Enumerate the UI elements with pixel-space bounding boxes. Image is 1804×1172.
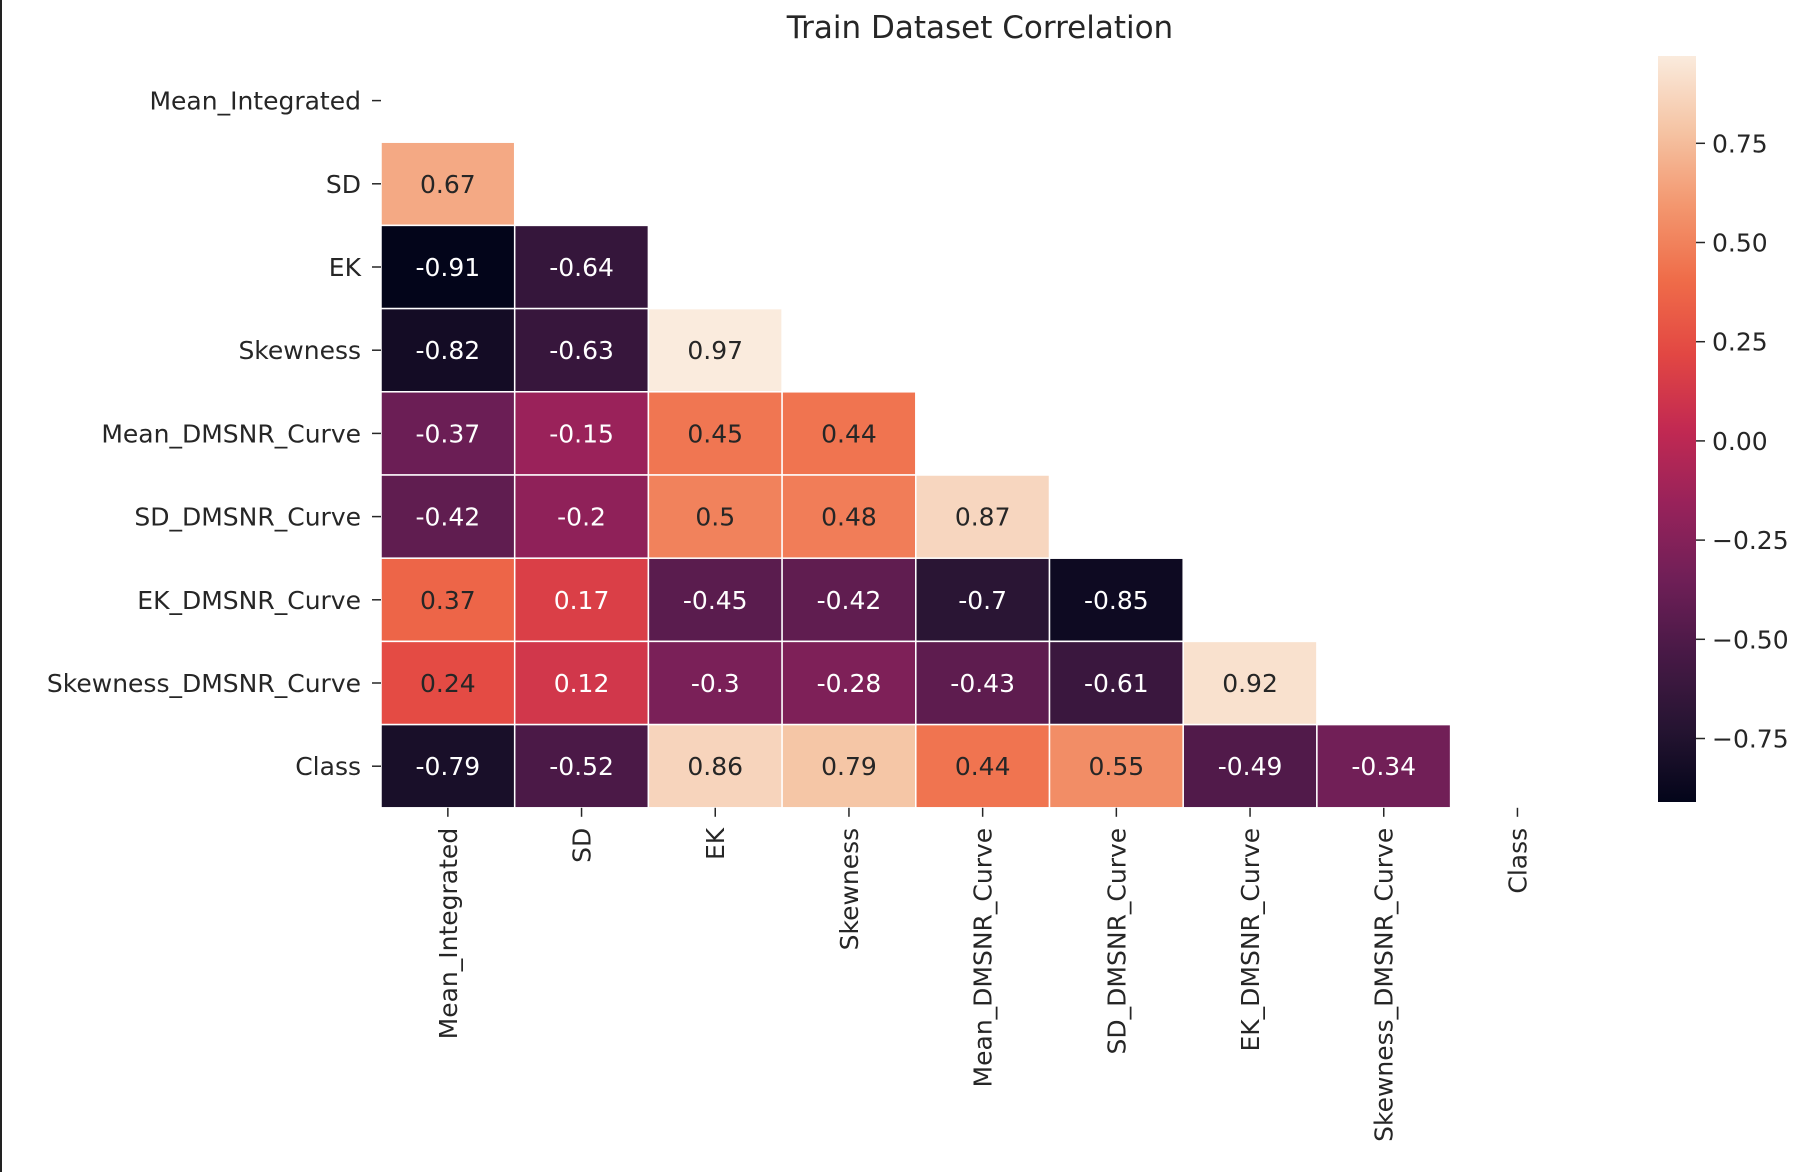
y-tick-label: Skewness [238,336,361,365]
cell-annotation: 0.37 [420,586,476,615]
cell-annotation: -0.37 [416,419,481,448]
heatmap-cell [915,557,1051,643]
colorbar-tick-label: 0.50 [1712,229,1768,258]
cell-annotation: 0.97 [687,336,743,365]
x-axis: Mean_Integrated SD EK Skewness Mean_DMSNR_Cu… [434,807,1532,1142]
cell-annotation: -0.49 [1218,752,1283,781]
cell-annotation: 0.17 [554,586,610,615]
cell-annotation: -0.42 [817,586,882,615]
cell-annotation: 0.44 [955,752,1011,781]
heatmap-cell [647,557,783,643]
heatmap-cell [513,474,650,559]
y-tick-label: Mean_DMSNR_Curve [101,419,361,448]
cell-annotation: -0.34 [1351,752,1416,781]
cell-annotation: 0.55 [1089,752,1145,781]
y-tick-label: Skewness_DMSNR_Curve [47,669,361,698]
heatmap-cell [915,723,1051,809]
cell-annotation: 0.44 [821,419,877,448]
heatmap-cell [647,474,783,559]
colorbar-tick-label: 0.25 [1712,328,1768,357]
x-tick-label: Class [1503,828,1532,894]
colorbar-tick-label: 0.75 [1712,129,1768,158]
heatmap-cell [647,391,783,476]
y-axis: Mean_Integrated SD EK Skewness Mean_DMSNR_Cu… [47,87,381,781]
x-tick-label: SD_DMSNR_Curve [1102,828,1131,1055]
cell-annotation: 0.24 [420,669,476,698]
y-tick-label: Mean_Integrated [149,87,361,116]
y-tick-label: SD [326,170,361,199]
cell-annotation: -0.64 [549,253,614,282]
heatmap-cell [781,391,917,476]
heatmap-cell [513,640,650,726]
cell-annotation: -0.2 [557,503,606,532]
cell-annotation: 0.45 [687,419,743,448]
heatmap-cell [915,474,1051,559]
cell-annotation: -0.82 [416,336,481,365]
cell-annotation: -0.61 [1084,669,1149,698]
colorbar-tick-label: −0.25 [1712,526,1789,555]
cell-annotation: 0.79 [821,752,877,781]
heatmap-cell [380,723,516,809]
colorbar-tick-label: 0.00 [1712,427,1768,456]
x-tick-label: Skewness_DMSNR_Curve [1370,828,1399,1142]
colorbar-tick-label: −0.75 [1712,725,1789,754]
cell-annotation: 0.67 [420,170,476,199]
colorbar-gradient [1658,56,1696,802]
heatmap-cells [380,141,1452,809]
cell-annotation: -0.91 [416,253,481,282]
y-tick-label: Class [295,752,361,781]
heatmap-cell [1316,723,1452,809]
cell-annotation: 0.86 [687,752,743,781]
cell-annotation: 0.12 [554,669,610,698]
x-tick-label: EK_DMSNR_Curve [1236,828,1265,1052]
cell-annotation: -0.15 [549,419,614,448]
cell-annotation: -0.45 [683,586,748,615]
colorbar: 0.75 0.50 0.25 0.00 −0.25 −0.50 −0.75 [1658,56,1789,802]
cell-annotation: -0.7 [958,586,1007,615]
cell-annotation: -0.28 [817,669,882,698]
heatmap-cell [380,224,516,310]
x-tick-label: Skewness [835,828,864,951]
heatmap-cell [1048,557,1184,643]
y-tick-label: EK [329,253,362,282]
cell-annotation: 0.92 [1222,669,1278,698]
cell-annotation: -0.43 [950,669,1015,698]
heatmap-cell [1048,723,1184,809]
cell-annotations: 0.67 -0.91 -0.64 -0.82 -0.63 0.97 -0.37 -0.15 0.… [416,170,1417,781]
colorbar-tick-label: −0.50 [1712,625,1789,654]
cell-annotation: -0.42 [416,503,481,532]
x-tick-label: Mean_DMSNR_Curve [969,828,998,1088]
cell-annotation: -0.79 [416,752,481,781]
chart-title: Train Dataset Correlation [786,10,1173,46]
heatmap-cell [1182,723,1318,809]
y-tick-label: EK_DMSNR_Curve [137,586,361,615]
heatmap-cell [1048,640,1184,726]
heatmap-cell [915,640,1051,726]
heatmap-cell [647,640,783,726]
heatmap-cell [781,723,917,809]
y-tick-label: SD_DMSNR_Curve [134,503,361,532]
cell-annotation: -0.52 [549,752,614,781]
heatmap-cell [380,557,516,643]
heatmap-cell [513,224,650,310]
heatmap-cell [513,391,650,476]
x-tick-label: Mean_Integrated [434,828,463,1040]
cell-annotation: 0.5 [695,503,735,532]
heatmap-cell [1182,640,1318,726]
heatmap-cell [781,640,917,726]
cell-annotation: -0.3 [691,669,740,698]
x-tick-label: EK [701,827,730,860]
heatmap-cell [513,723,650,809]
cell-annotation: -0.63 [549,336,614,365]
heatmap-cell [781,557,917,643]
cell-annotation: -0.85 [1084,586,1149,615]
x-tick-label: SD [568,828,597,863]
cell-annotation: 0.48 [821,503,877,532]
cell-annotation: 0.87 [955,503,1011,532]
heatmap-cell [513,557,650,643]
